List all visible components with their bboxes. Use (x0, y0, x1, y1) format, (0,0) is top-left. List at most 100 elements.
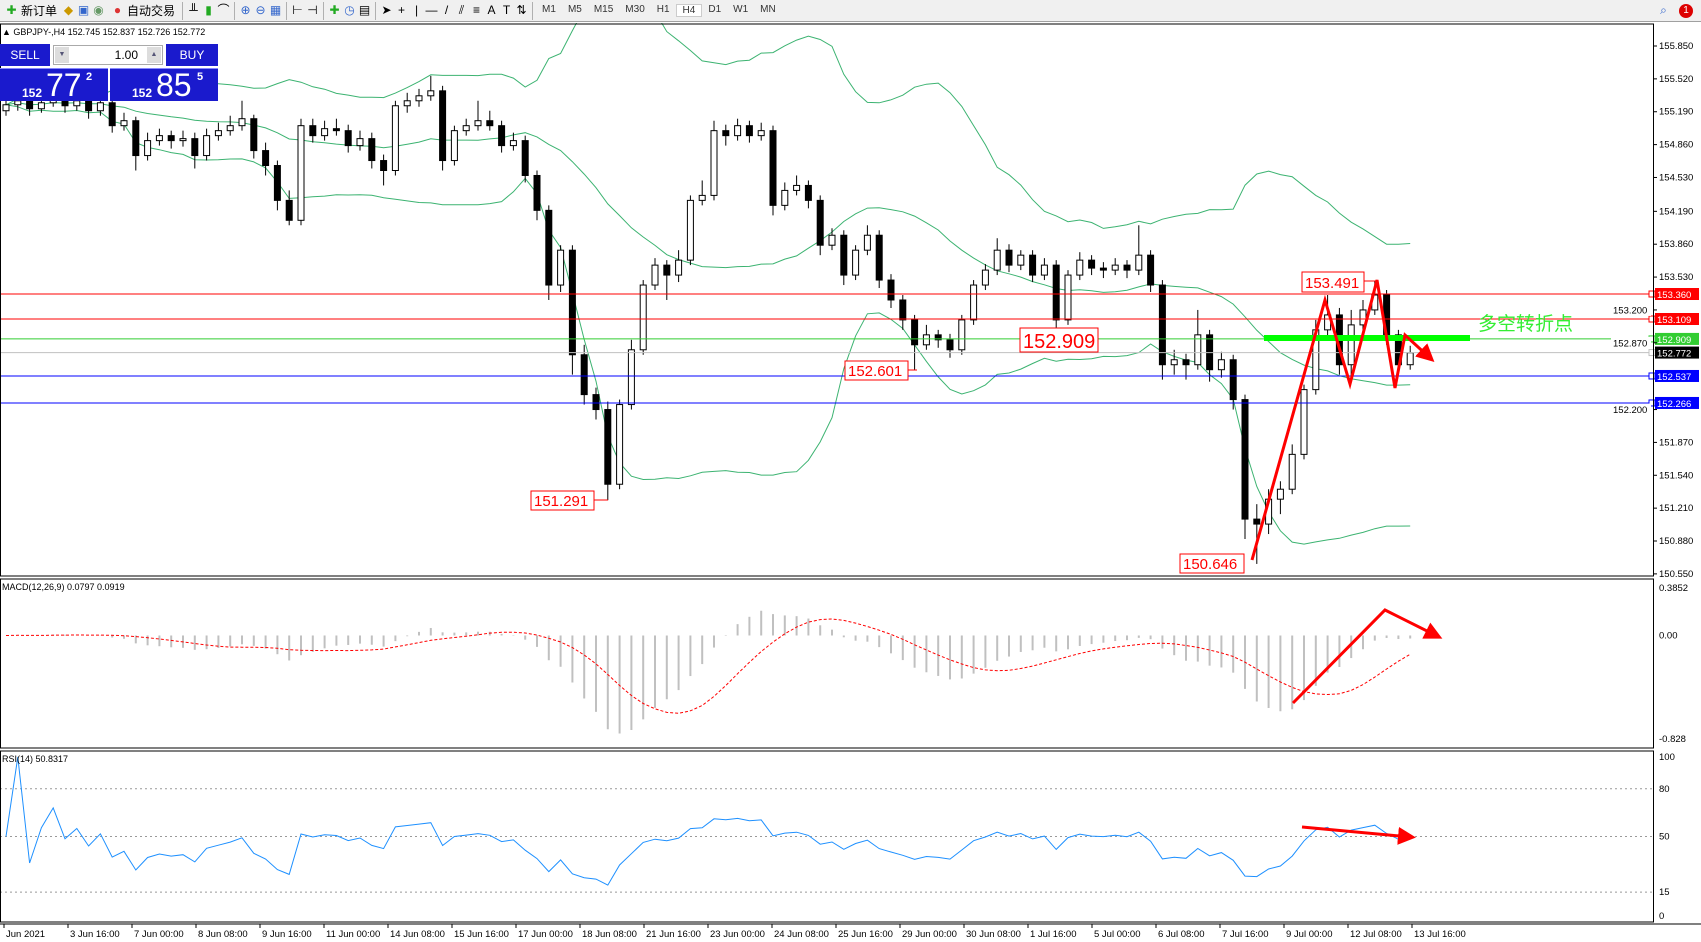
candle-body (899, 299, 907, 321)
candle-body (1029, 254, 1037, 276)
profile-icon[interactable]: ▣ (77, 3, 90, 17)
candle (1406, 345, 1414, 370)
fibonacci-icon[interactable]: ≡ (473, 3, 481, 17)
zoom-in-icon[interactable]: ⊕ (240, 3, 251, 17)
candle-body (887, 279, 895, 301)
timeframe-m15[interactable]: M15 (593, 4, 614, 15)
candle (1040, 258, 1048, 281)
candle-body (1229, 359, 1237, 401)
candle-body (1276, 488, 1284, 500)
timeframe-d1[interactable]: D1 (708, 4, 722, 15)
candle (1170, 349, 1178, 375)
candle (238, 100, 246, 131)
candle-body (568, 249, 576, 356)
candle (1347, 309, 1355, 380)
lot-up-button[interactable]: ▲ (147, 47, 161, 63)
candle (486, 110, 494, 131)
candle-body (757, 130, 765, 137)
one-click-trading-panel: SELL 1.00 ▼ ▲ BUY 152 77 2 152 85 5 (0, 44, 218, 103)
candle (427, 75, 435, 101)
candle-body (391, 105, 399, 171)
auto-scroll-icon[interactable]: ⊢ (292, 3, 303, 17)
auto-trade-button[interactable]: ● 自动交易 (106, 1, 179, 21)
candle-body (958, 319, 966, 351)
timeframe-bar: M1 M5 M15 M30 H1 H4 D1 W1 MN (536, 4, 782, 17)
price-tick-label-bg (1611, 403, 1651, 416)
crosshair-icon[interactable]: + (398, 3, 406, 17)
candle (1229, 354, 1237, 410)
candle-body (934, 334, 942, 341)
candle (1088, 255, 1096, 276)
trendline-icon[interactable]: / (444, 3, 449, 17)
time-tick-label: 7 Jul 16:00 (1222, 929, 1268, 940)
sell-price[interactable]: 152 77 2 (0, 67, 108, 103)
periods-icon[interactable]: ◷ (344, 3, 355, 17)
timeframe-m1[interactable]: M1 (542, 4, 556, 15)
arrows-icon[interactable]: ⇅ (516, 3, 527, 17)
candle-body (474, 120, 482, 127)
time-tick-label: 15 Jun 16:00 (454, 929, 509, 940)
indicators-icon[interactable]: ✚ (329, 3, 340, 17)
lot-down-button[interactable]: ▼ (55, 47, 69, 63)
candle (498, 120, 506, 153)
timeframe-h1[interactable]: H1 (656, 4, 670, 15)
price-annotation: 153.491 (1305, 275, 1359, 292)
candle-body (1182, 359, 1190, 366)
macd-arrow (1291, 608, 1443, 705)
candle-body (1088, 259, 1096, 269)
candle-body (1005, 249, 1013, 266)
channel-icon[interactable]: ⫽ (458, 3, 465, 17)
price-annotation: 150.646 (1183, 556, 1237, 573)
candle (262, 142, 270, 176)
rsi-axis-label: 80 (1659, 784, 1670, 795)
tile-windows-icon[interactable]: ▦ (269, 3, 282, 17)
candle (946, 333, 954, 358)
text-icon[interactable]: A (487, 3, 496, 17)
search-icon[interactable]: ⌕ (1660, 3, 1667, 17)
sell-button[interactable]: SELL (0, 44, 50, 66)
signal-icon[interactable]: ◉ (93, 3, 104, 17)
candle-body (439, 90, 447, 162)
timeframe-h4[interactable]: H4 (675, 4, 703, 17)
candle-body (427, 90, 435, 97)
candle-body (1170, 359, 1178, 366)
timeframe-m5[interactable]: M5 (567, 4, 582, 15)
notification-badge[interactable]: 1 (1679, 3, 1693, 18)
buy-button[interactable]: BUY (166, 44, 218, 66)
candle-body (863, 234, 871, 251)
new-order-button[interactable]: ✚ 新订单 (0, 1, 61, 21)
candle (120, 112, 128, 131)
cursor-icon[interactable]: ➤ (381, 3, 392, 17)
candle-body (96, 102, 104, 112)
timeframe-m30[interactable]: M30 (625, 4, 645, 15)
horizontal-line-icon[interactable]: — (425, 3, 438, 17)
chart-window[interactable]: 153.360 153.109 152.909 152.772 152.537 152.2… (0, 23, 1701, 942)
candle (911, 314, 919, 370)
price-annotation: 152.909 (1023, 331, 1095, 353)
lot-size-input[interactable]: 1.00 (53, 45, 163, 65)
candlestick-icon[interactable]: ▮ (205, 3, 212, 17)
candle (1076, 252, 1084, 281)
candle (1064, 270, 1072, 325)
text-label-icon[interactable]: T (502, 3, 511, 17)
pivot-zone-bar (1264, 335, 1470, 341)
price-tick-label: 155.850 (1659, 41, 1693, 52)
price-label-bg (1655, 396, 1699, 409)
candle (1005, 244, 1013, 273)
timeframe-mn[interactable]: MN (760, 4, 776, 15)
zoom-out-icon[interactable]: ⊖ (255, 3, 266, 17)
buy-price[interactable]: 152 85 5 (110, 67, 218, 103)
candle-body (804, 184, 812, 201)
candle-body (840, 234, 848, 276)
time-tick-label: 3 Jun 16:00 (70, 929, 120, 940)
candle-body (639, 284, 647, 351)
line-chart-icon[interactable]: ⌒ (217, 3, 230, 17)
chart-shift-icon[interactable]: ⊣ (307, 3, 318, 17)
price-tick-label: 154.530 (1659, 172, 1693, 183)
history-icon[interactable]: ◆ (63, 3, 74, 17)
vertical-line-icon[interactable]: | (414, 3, 419, 17)
bar-chart-icon[interactable]: ╨ (189, 3, 198, 17)
templates-icon[interactable]: ▤ (358, 3, 371, 17)
candle-body (203, 135, 211, 157)
timeframe-w1[interactable]: W1 (733, 4, 749, 15)
